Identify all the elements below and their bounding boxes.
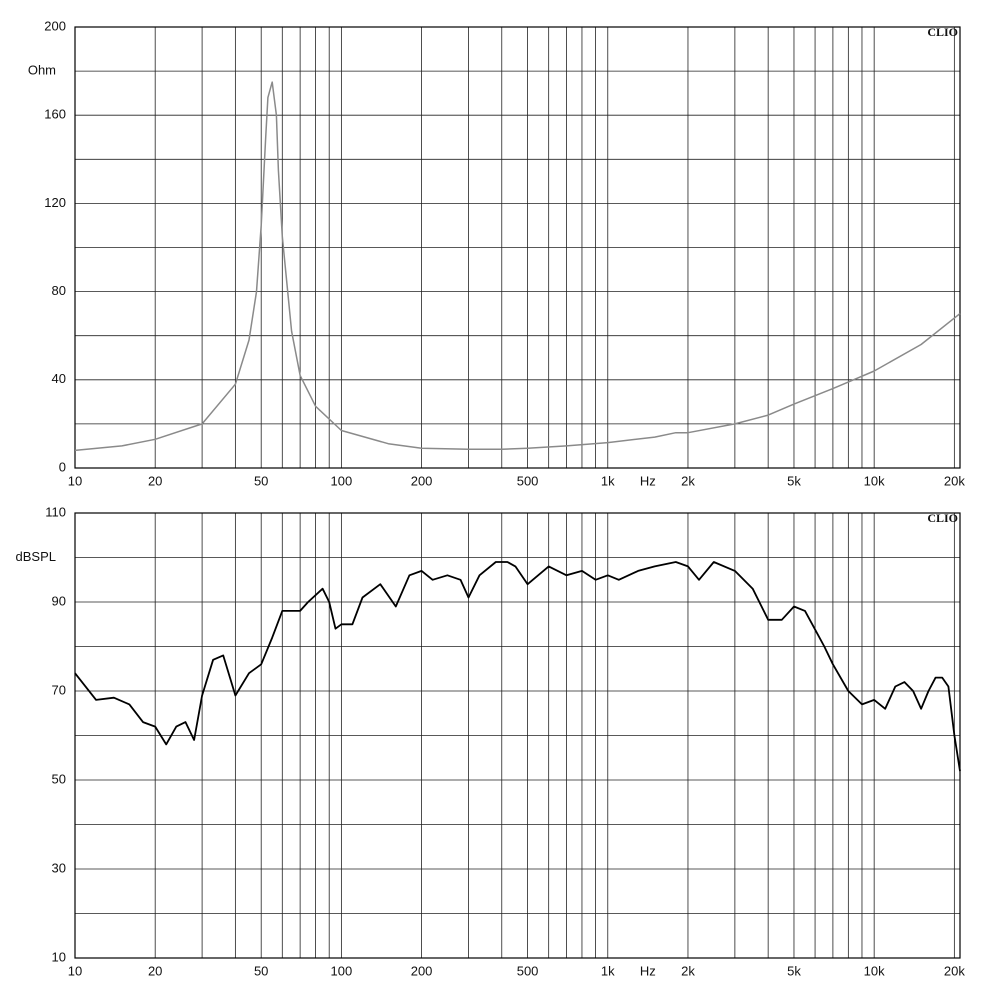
x-tick-label: 10k [864,963,885,978]
x-tick-label: 10k [864,473,885,488]
x-tick-label: 20 [148,963,162,978]
line-series [74,561,961,772]
y-tick-label: 70 [52,682,66,697]
x-tick-label: 10 [68,963,82,978]
x-tick-label: 20k [944,963,965,978]
x-tick-label: 200 [411,473,433,488]
x-tick-label: 200 [411,963,433,978]
y-tick-label: 80 [52,283,66,298]
y-tick-label: 10 [52,949,66,964]
y-tick-label: 40 [52,371,66,386]
plot-frame [74,26,961,469]
x-tick-label: 10 [68,473,82,488]
y-tick-label: 50 [52,771,66,786]
x-tick-label: 5k [787,473,801,488]
y-tick-label: 0 [59,459,66,474]
y-axis-label: dBSPL [16,549,56,564]
x-tick-label: 1k [601,473,615,488]
x-tick-label: 5k [787,963,801,978]
annotation: CLIO [927,511,958,525]
x-tick-label: 20k [944,473,965,488]
y-tick-label: 160 [44,107,66,122]
y-tick-label: 30 [52,860,66,875]
x-tick-label: 50 [254,963,268,978]
x-tick-label: 1k [601,963,615,978]
x-tick-label: 2k [681,963,695,978]
x-tick-label: 100 [331,473,353,488]
y-tick-label: 90 [52,593,66,608]
y-tick-label: 110 [45,504,66,519]
plot-frame [74,512,961,959]
y-axis-label: Ohm [28,63,56,78]
y-tick-label: 200 [44,18,66,33]
x-tick-label: 500 [517,473,539,488]
y-tick-label: 120 [44,195,66,210]
x-axis-label: Hz [640,963,656,978]
x-tick-label: 2k [681,473,695,488]
x-tick-label: 20 [148,473,162,488]
x-axis-label: Hz [640,473,656,488]
line-series [74,81,961,452]
x-tick-label: 500 [517,963,539,978]
annotation: CLIO [927,25,958,39]
x-tick-label: 50 [254,473,268,488]
x-tick-label: 100 [331,963,353,978]
